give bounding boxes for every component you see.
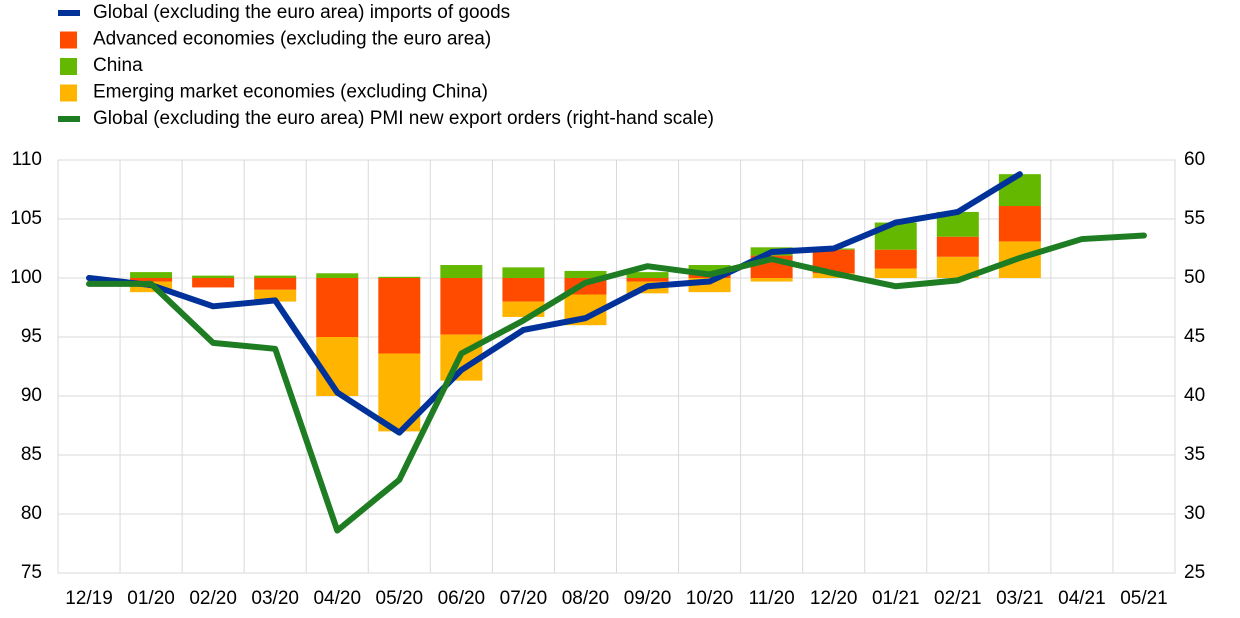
legend-swatch xyxy=(60,31,77,49)
bar xyxy=(378,278,421,354)
bar xyxy=(626,272,669,278)
bar xyxy=(936,256,979,278)
bar xyxy=(812,249,855,274)
y-tick-label: 105 xyxy=(10,208,42,229)
bar xyxy=(440,265,483,278)
bar xyxy=(130,272,173,278)
x-tick-label: 08/20 xyxy=(562,588,610,609)
y2-tick-label: 35 xyxy=(1184,444,1205,465)
x-tick-label: 01/21 xyxy=(872,588,920,609)
x-tick-label: 04/20 xyxy=(313,588,361,609)
x-tick-label: 03/21 xyxy=(996,588,1044,609)
bar xyxy=(626,278,669,282)
x-tick-label: 05/20 xyxy=(376,588,424,609)
bar xyxy=(316,278,359,337)
bar xyxy=(192,275,235,278)
x-tick-label: 12/20 xyxy=(810,588,858,609)
bar xyxy=(936,236,979,257)
x-tick-label: 10/20 xyxy=(686,588,734,609)
bar xyxy=(502,267,545,278)
bar xyxy=(440,278,483,335)
legend-label: Global (excluding the euro area) PMI new… xyxy=(93,108,714,129)
y-tick-label: 110 xyxy=(12,149,42,170)
x-tick-label: 12/19 xyxy=(65,588,113,609)
bar xyxy=(688,265,731,273)
x-tick-label: 03/20 xyxy=(251,588,299,609)
legend-label: Global (excluding the euro area) imports… xyxy=(93,2,510,23)
legend-swatch xyxy=(60,58,77,75)
y2-tick-label: 45 xyxy=(1184,326,1205,347)
bar xyxy=(502,278,545,302)
legend-label: China xyxy=(93,55,143,76)
legend-label: Advanced economies (excluding the euro a… xyxy=(93,29,491,50)
x-tick-label: 09/20 xyxy=(624,588,672,609)
x-tick-label: 11/20 xyxy=(749,588,795,609)
bar xyxy=(316,273,359,278)
y2-tick-label: 50 xyxy=(1184,267,1205,288)
legend-label: Emerging market economies (excluding Chi… xyxy=(93,82,488,103)
bar xyxy=(254,278,297,290)
x-tick-label: 04/21 xyxy=(1058,588,1106,609)
line-series xyxy=(86,232,1147,534)
bar xyxy=(874,268,917,278)
x-tick-label: 06/20 xyxy=(438,588,486,609)
x-tick-label: 01/20 xyxy=(127,588,175,609)
bar xyxy=(998,174,1041,207)
y-tick-label: 95 xyxy=(21,326,42,347)
bar xyxy=(254,289,297,302)
y-tick-label: 85 xyxy=(21,444,42,465)
bar xyxy=(130,278,173,282)
bar xyxy=(254,275,297,278)
bar xyxy=(192,278,235,288)
y2-tick-label: 30 xyxy=(1184,503,1205,524)
bar xyxy=(874,249,917,269)
bar xyxy=(750,278,793,282)
y2-tick-label: 25 xyxy=(1184,562,1205,583)
x-tick-label: 07/20 xyxy=(500,588,548,609)
y-tick-label: 80 xyxy=(21,503,42,524)
line-series xyxy=(86,171,1023,436)
y-tick-label: 75 xyxy=(21,562,42,583)
x-tick-label: 02/21 xyxy=(934,588,982,609)
y2-tick-label: 40 xyxy=(1184,385,1205,406)
y-tick-label: 100 xyxy=(10,267,42,288)
x-tick-label: 05/21 xyxy=(1120,588,1168,609)
bar xyxy=(564,270,607,278)
bar xyxy=(378,276,421,278)
plot-frame xyxy=(57,159,1176,574)
x-tick-label: 02/20 xyxy=(189,588,237,609)
y2-tick-label: 55 xyxy=(1184,208,1205,229)
y-tick-label: 90 xyxy=(21,385,42,406)
bar xyxy=(998,206,1041,242)
y2-tick-label: 60 xyxy=(1184,149,1205,170)
legend-swatch xyxy=(60,84,77,102)
